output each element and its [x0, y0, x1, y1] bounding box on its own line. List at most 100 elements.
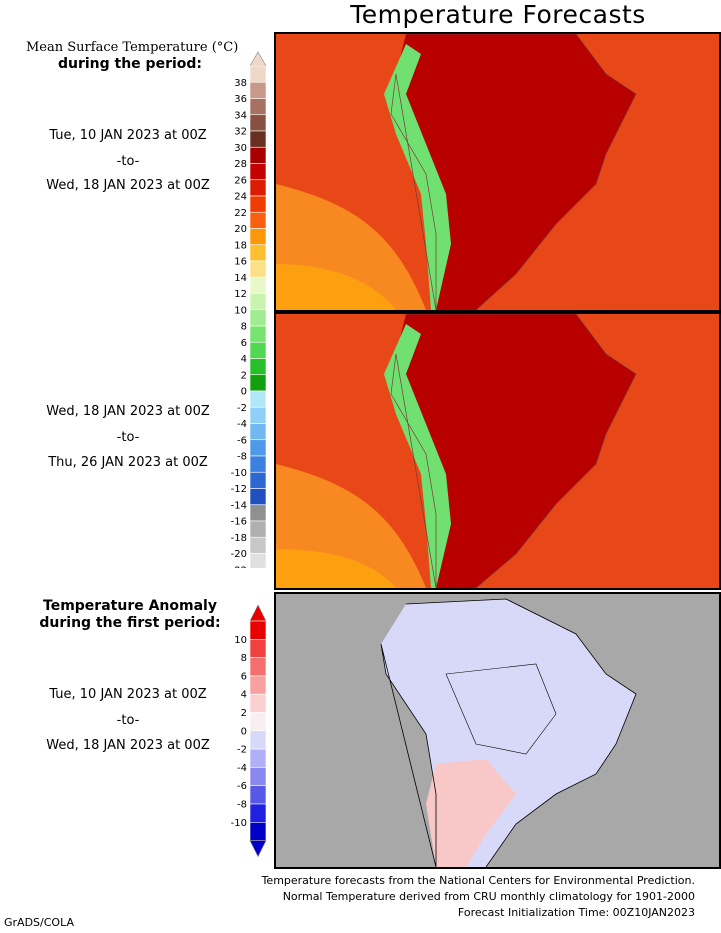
legend-heading-line2: during the period:: [57, 56, 203, 72]
colorbar-tick-label: 2: [241, 370, 247, 381]
colorbar-swatch: [249, 423, 267, 441]
period2-separator: -to-: [116, 430, 140, 445]
colorbar-tick-label: 26: [234, 175, 247, 186]
map-ocean-cooler-region: [276, 264, 396, 310]
colorbar-tick-label: 34: [234, 110, 247, 121]
colorbar-swatch: [249, 195, 267, 213]
colorbar-swatch: [249, 341, 267, 359]
page-title: Temperature Forecasts: [350, 0, 646, 29]
colorbar-swatch: [249, 65, 267, 83]
colorbar-tick-label: -10: [231, 468, 247, 479]
colorbar-swatch: [249, 228, 267, 246]
colorbar-tick-label: -6: [237, 781, 247, 792]
footer-line2: Normal Temperature derived from CRU mont…: [282, 890, 695, 903]
map-anomaly-svg: [276, 594, 719, 867]
colorbar-swatch: [249, 785, 267, 805]
colorbar-swatch: [249, 358, 267, 376]
colorbar-tick-label: 16: [234, 257, 247, 268]
colorbar-swatch: [249, 553, 267, 571]
period3-start: Tue, 10 JAN 2023 at 00Z: [49, 687, 207, 702]
colorbar-tick-label: -16: [231, 517, 247, 528]
colorbar-swatch: [249, 767, 267, 786]
colorbar-tick-label: -10: [231, 818, 247, 829]
map-land-south-america: [391, 314, 636, 588]
colorbar-tick-label: -2: [237, 403, 247, 414]
map-country-borders: [445, 663, 557, 755]
credit-text: GrADS/COLA: [4, 916, 74, 929]
colorbar-swatch: [249, 390, 267, 408]
colorbar-bottom-arrow: [249, 840, 267, 858]
colorbar-tick-label: 8: [241, 322, 247, 333]
colorbar-tick-label: -20: [231, 549, 247, 560]
colorbar-swatch: [249, 439, 267, 457]
colorbar-tick-label: -14: [231, 500, 247, 511]
colorbar-tick-label: 0: [241, 726, 247, 737]
map-andes-region: [384, 44, 451, 310]
footer-line1: Temperature forecasts from the National …: [261, 874, 695, 887]
colorbar-swatch: [249, 244, 267, 262]
colorbar-swatch: [249, 471, 267, 489]
map-anomaly: [274, 592, 721, 869]
colorbar-swatch: [249, 81, 267, 99]
colorbar-swatch: [249, 260, 267, 278]
colorbar-tick-label: 22: [234, 208, 247, 219]
colorbar-tick-label: 32: [234, 127, 247, 138]
colorbar-swatch: [249, 536, 267, 554]
colorbar-tick-label: 10: [234, 635, 247, 646]
colorbar-tick-label: -2: [237, 745, 247, 756]
period2-end: Thu, 26 JAN 2023 at 00Z: [48, 455, 208, 470]
colorbar-tick-label: 30: [234, 143, 247, 154]
colorbar-swatch: [249, 520, 267, 538]
colorbar-tick-label: 6: [241, 671, 247, 682]
colorbar-swatch: [249, 803, 267, 823]
colorbar-tick-label: 38: [234, 78, 247, 89]
colorbar-tick-label: 28: [234, 159, 247, 170]
anomaly-colorbar: 10 8 6 4 2 0 -2 -4 -6 -8 -10: [220, 603, 270, 861]
colorbar-tick-label: 10: [234, 305, 247, 316]
colorbar-swatch: [249, 179, 267, 197]
colorbar-tick-label: 8: [241, 653, 247, 664]
colorbar-tick-label: -4: [237, 763, 247, 774]
colorbar-tick-label: 18: [234, 240, 247, 251]
colorbar-tick-label: 14: [234, 273, 247, 284]
colorbar-tick-label: -18: [231, 533, 247, 544]
colorbar-swatch: [249, 98, 267, 116]
colorbar-swatch: [249, 638, 267, 658]
period3-separator: -to-: [116, 713, 140, 728]
colorbar-swatch: [249, 620, 267, 640]
colorbar-swatch: [249, 374, 267, 392]
colorbar-swatch: [249, 293, 267, 311]
map-period1: [274, 32, 721, 312]
colorbar-swatch: [249, 163, 267, 181]
colorbar-tick-label: 4: [241, 690, 247, 701]
colorbar-top-arrow: [249, 604, 267, 622]
colorbar-swatch: [249, 822, 267, 841]
colorbar-swatch: [249, 748, 267, 768]
colorbar-swatch: [249, 276, 267, 294]
colorbar-top-arrow: [249, 51, 267, 67]
colorbar-tick-label: 4: [241, 354, 247, 365]
colorbar-tick-label: 24: [234, 192, 247, 203]
anomaly-heading-line2: during the first period:: [39, 615, 221, 631]
anomaly-heading-line1: Temperature Anomaly: [43, 598, 217, 614]
colorbar-swatch: [249, 309, 267, 327]
colorbar-tick-label: -6: [237, 435, 247, 446]
colorbar-swatch: [249, 712, 267, 732]
map-coastline: [390, 34, 637, 310]
colorbar-swatch: [249, 325, 267, 343]
temperature-colorbar-svg: 38363432302826242220181614121086420-2-4-…: [231, 51, 267, 585]
colorbar-swatch: [249, 455, 267, 473]
colorbar-tick-label: -8: [237, 452, 247, 463]
colorbar-tick-label: -22: [231, 565, 247, 568]
colorbar-swatch: [249, 146, 267, 164]
period2-start: Wed, 18 JAN 2023 at 00Z: [46, 404, 210, 419]
colorbar-tick-label: 12: [234, 289, 247, 300]
temperature-colorbar: 38 36 34 32 30 28 26 24 22 20 18 16 14 12 10 8 6 4 2 0 -2 -4-…: [220, 48, 270, 585]
colorbar-swatch: [249, 130, 267, 148]
colorbar-swatch: [249, 693, 267, 713]
period3-end: Wed, 18 JAN 2023 at 00Z: [46, 738, 210, 753]
map-ocean-cooler-region: [276, 549, 396, 588]
colorbar-swatch: [249, 657, 267, 677]
map-period2: [274, 312, 721, 590]
map-period1-svg: [276, 34, 719, 310]
